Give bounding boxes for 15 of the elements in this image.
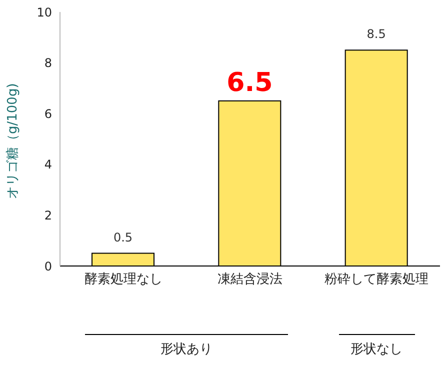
- text: 形状あり: [160, 341, 214, 358]
- data-label: 8.5: [366, 27, 386, 42]
- y-tick-label: 4: [44, 158, 52, 172]
- data-label: 6.5: [226, 68, 273, 98]
- y-tick-label: 2: [44, 208, 52, 222]
- y-tick-label: 0: [44, 259, 52, 274]
- x-tick-label: 凍結含浸法: [218, 272, 282, 288]
- y-axis-title: オリゴ糖（g/100g): [6, 83, 21, 199]
- data-label: 0.5: [113, 230, 133, 244]
- y-tick-label: 8: [44, 56, 52, 70]
- x-tick-label: 酵素処理なし: [84, 272, 162, 288]
- y-tick-label: 10: [36, 5, 52, 20]
- y-tick-label: 6: [44, 106, 52, 121]
- text: 形状なし: [350, 341, 404, 358]
- x-tick-label: 粉砕して酵素処理: [324, 272, 429, 288]
